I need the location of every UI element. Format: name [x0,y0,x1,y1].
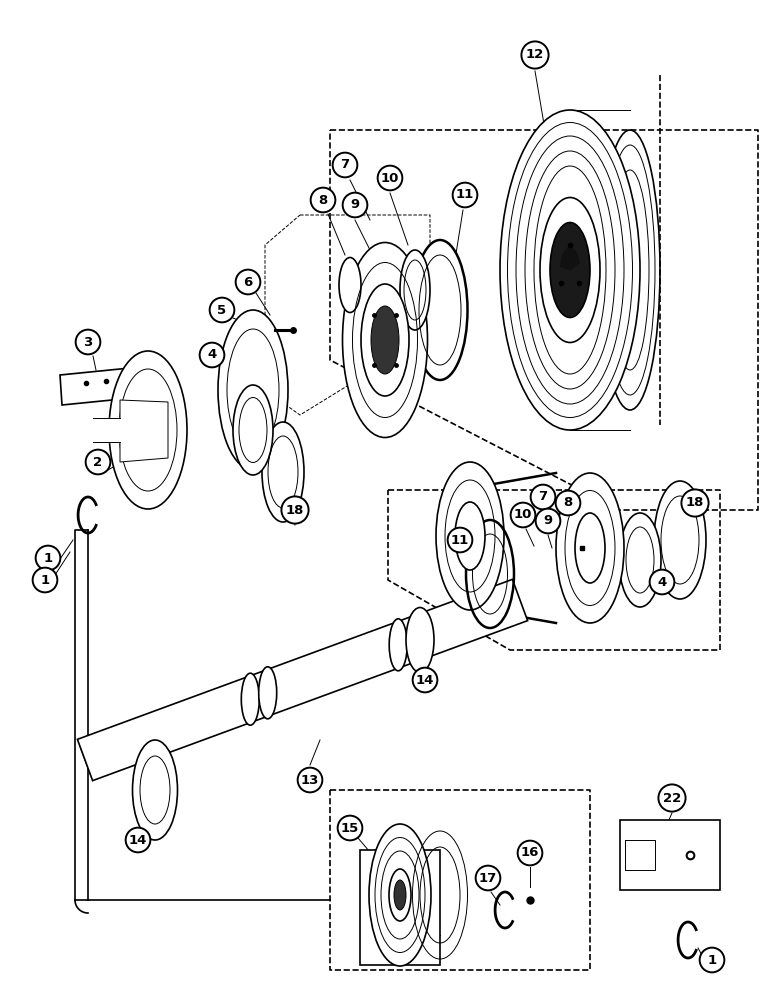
Text: 2: 2 [93,456,103,468]
Text: 16: 16 [521,846,539,859]
Circle shape [556,491,581,515]
Text: 4: 4 [208,349,217,361]
Circle shape [126,828,151,852]
Circle shape [452,183,477,207]
Polygon shape [77,579,527,781]
Circle shape [521,41,549,69]
Text: 7: 7 [340,158,350,172]
Circle shape [536,509,560,533]
Polygon shape [120,400,168,462]
Text: 1: 1 [40,574,49,586]
Circle shape [413,668,438,692]
Text: 1: 1 [43,552,52,564]
Text: 9: 9 [350,198,360,212]
Text: 12: 12 [526,48,544,62]
Text: 9: 9 [543,514,553,528]
Ellipse shape [412,240,468,380]
Polygon shape [560,248,579,270]
Ellipse shape [109,351,187,509]
Circle shape [476,866,500,890]
Circle shape [378,166,402,190]
Polygon shape [625,840,655,870]
Ellipse shape [654,481,706,599]
Ellipse shape [371,306,399,374]
Circle shape [337,816,362,840]
Circle shape [86,450,110,474]
Circle shape [36,546,60,570]
Text: 10: 10 [381,172,399,184]
Ellipse shape [218,310,288,470]
Circle shape [200,343,225,367]
Ellipse shape [339,257,361,312]
Circle shape [76,330,100,354]
Text: 8: 8 [564,496,573,510]
Ellipse shape [436,462,504,610]
Circle shape [282,496,309,524]
Circle shape [448,528,472,552]
Text: 6: 6 [243,275,252,288]
Circle shape [310,188,335,212]
Text: 11: 11 [451,534,469,546]
Circle shape [210,298,235,322]
Circle shape [32,568,57,592]
Polygon shape [360,850,440,965]
Ellipse shape [369,824,431,966]
Polygon shape [93,418,120,442]
Circle shape [235,270,260,294]
Polygon shape [60,368,132,405]
Ellipse shape [389,619,407,671]
Ellipse shape [262,422,304,522]
Ellipse shape [233,385,273,475]
Circle shape [343,193,367,217]
Ellipse shape [556,473,624,623]
Circle shape [699,948,724,972]
Text: 5: 5 [218,304,226,316]
Circle shape [510,503,535,527]
Ellipse shape [575,513,605,583]
Text: 7: 7 [538,490,547,504]
Ellipse shape [259,667,276,719]
Circle shape [682,489,709,517]
Text: 14: 14 [416,674,434,686]
Text: 11: 11 [456,188,474,202]
Circle shape [530,485,555,509]
Text: 10: 10 [514,508,532,522]
Text: 8: 8 [318,194,327,207]
Text: 22: 22 [663,792,681,804]
Ellipse shape [455,502,485,570]
Ellipse shape [242,673,259,725]
Circle shape [333,153,357,177]
Ellipse shape [343,242,428,438]
Text: 1: 1 [707,954,716,966]
Ellipse shape [619,513,661,607]
Text: 18: 18 [686,496,704,510]
Ellipse shape [406,607,434,672]
Text: 4: 4 [658,576,667,588]
Text: 18: 18 [286,504,304,516]
Ellipse shape [500,110,640,430]
Circle shape [659,784,686,812]
Text: 13: 13 [301,774,319,786]
Ellipse shape [361,284,409,396]
Ellipse shape [394,880,406,910]
Text: 14: 14 [129,834,147,846]
Circle shape [518,841,543,865]
Ellipse shape [600,130,660,410]
Text: 15: 15 [341,822,359,834]
Circle shape [650,570,675,594]
Ellipse shape [133,740,178,840]
Polygon shape [620,820,720,890]
Ellipse shape [400,250,430,330]
Text: 3: 3 [83,336,93,349]
Ellipse shape [550,223,590,318]
Circle shape [298,768,323,792]
Ellipse shape [389,869,411,921]
Text: 17: 17 [479,871,497,884]
